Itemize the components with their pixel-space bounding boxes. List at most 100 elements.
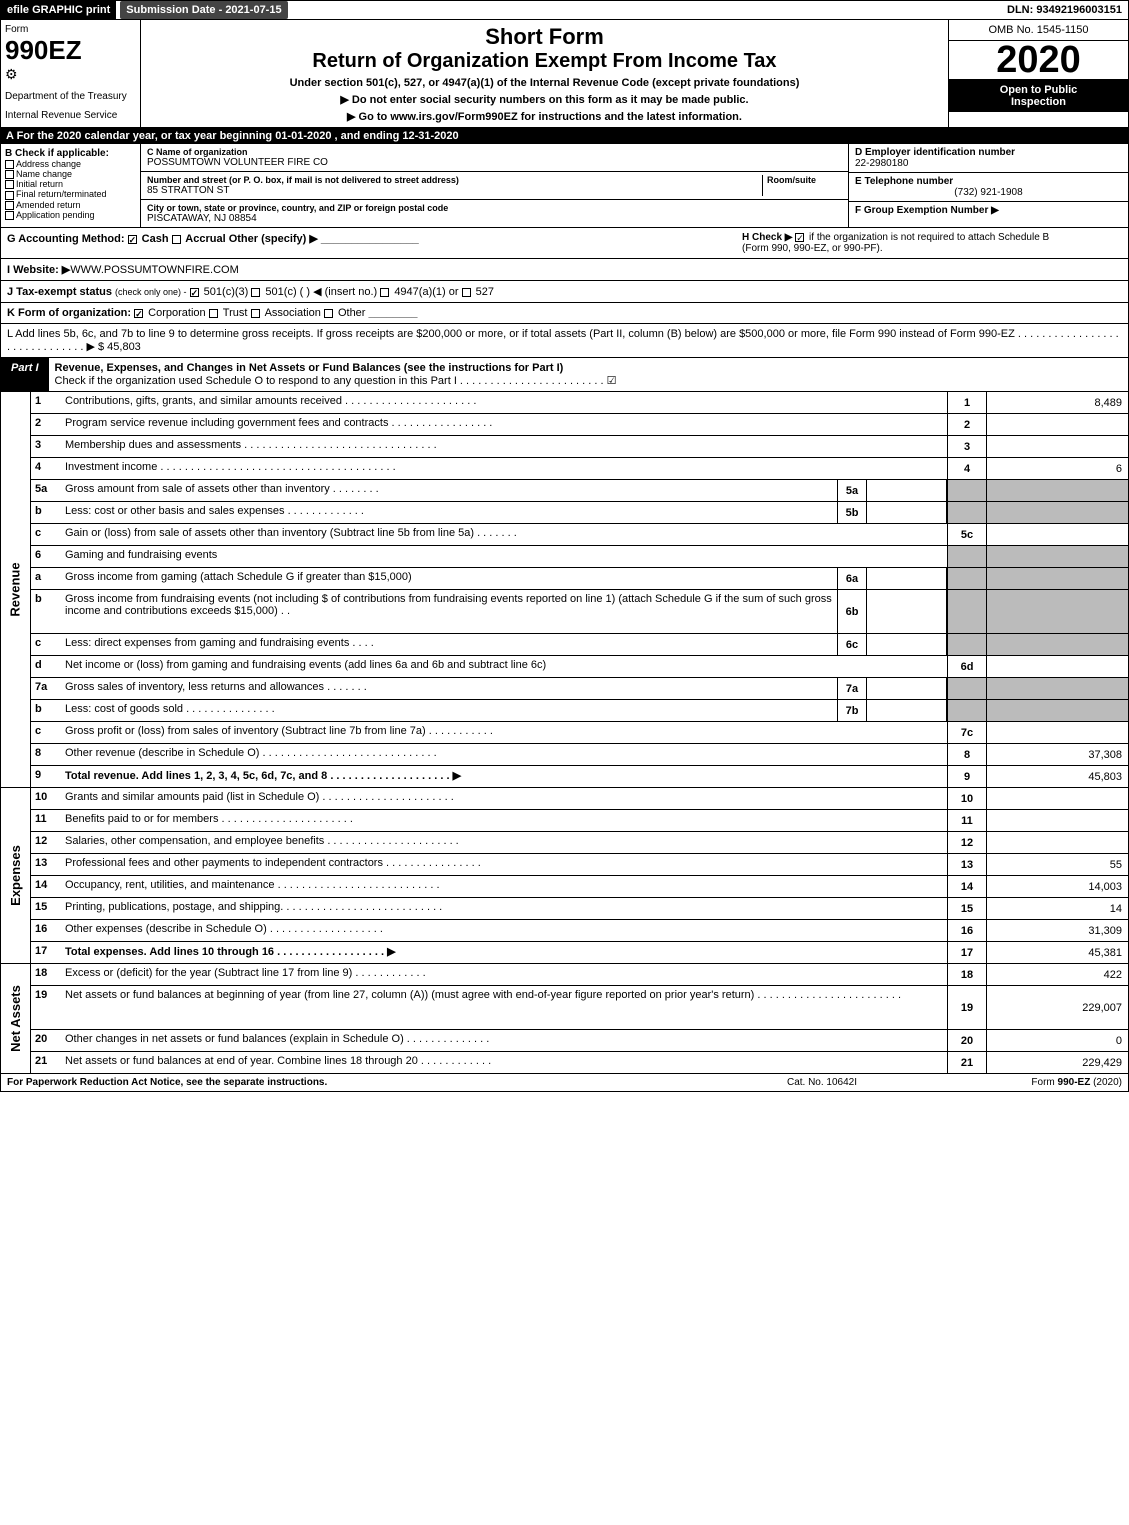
- notice1: ▶ Do not enter social security numbers o…: [149, 93, 940, 106]
- line-description: Gross income from gaming (attach Schedul…: [61, 568, 837, 589]
- right-column-value: 37,308: [987, 744, 1129, 765]
- line-number: 20: [31, 1030, 61, 1051]
- right-column-label: 8: [947, 744, 987, 765]
- check-if-applicable: B Check if applicable: Address change Na…: [1, 144, 141, 227]
- right-column-label: 12: [947, 832, 987, 853]
- phone-value: (732) 921-1908: [855, 187, 1122, 198]
- right-column-label: 2: [947, 414, 987, 435]
- table-row: 1Contributions, gifts, grants, and simil…: [31, 392, 1129, 414]
- footer-right: Form 990-EZ (2020): [922, 1077, 1122, 1088]
- line-number: 17: [31, 942, 61, 963]
- line-description: Total expenses. Add lines 10 through 16 …: [61, 942, 947, 963]
- part1-header: Part I Revenue, Expenses, and Changes in…: [0, 358, 1129, 392]
- right-column-label: 11: [947, 810, 987, 831]
- table-row: 6Gaming and fundraising events: [31, 546, 1129, 568]
- org-name-value: POSSUMTOWN VOLUNTEER FIRE CO: [147, 157, 842, 168]
- notice2: ▶ Go to www.irs.gov/Form990EZ for instru…: [149, 106, 940, 123]
- right-column-value: 6: [987, 458, 1129, 479]
- expenses-label: Expenses: [8, 845, 23, 906]
- line-number: 7a: [31, 678, 61, 699]
- table-row: 11Benefits paid to or for members . . . …: [31, 810, 1129, 832]
- h-part: H Check ▶ if the organization is not req…: [742, 232, 1122, 254]
- right-column-label: [947, 502, 987, 523]
- inner-column-value: [867, 700, 947, 721]
- line-description: Program service revenue including govern…: [61, 414, 947, 435]
- net-label: Net Assets: [8, 985, 23, 1052]
- right-column-label: [947, 678, 987, 699]
- right-column-label: [947, 480, 987, 501]
- right-column-label: [947, 546, 987, 567]
- line-description: Excess or (deficit) for the year (Subtra…: [61, 964, 947, 985]
- right-column-value: 14,003: [987, 876, 1129, 897]
- header-right: OMB No. 1545-1150 2020 Open to Public In…: [948, 20, 1128, 127]
- form-number: 990EZ: [5, 35, 136, 66]
- check-item: Initial return: [5, 179, 136, 189]
- right-column-label: [947, 700, 987, 721]
- inner-column-label: 6c: [837, 634, 867, 655]
- inner-column-label: 6b: [837, 590, 867, 633]
- revenue-label: Revenue: [8, 562, 23, 616]
- inner-column-label: 5b: [837, 502, 867, 523]
- right-column-label: 3: [947, 436, 987, 457]
- right-column-value: 31,309: [987, 920, 1129, 941]
- line-l: L Add lines 5b, 6c, and 7b to line 9 to …: [0, 324, 1129, 358]
- tax-status-row: J Tax-exempt status (check only one) - 5…: [0, 281, 1129, 303]
- line-number: b: [31, 700, 61, 721]
- line-description: Net assets or fund balances at beginning…: [61, 986, 947, 1029]
- website-row: I Website: ▶WWW.POSSUMTOWNFIRE.COM: [0, 259, 1129, 281]
- line-number: 13: [31, 854, 61, 875]
- header-left: Form 990EZ ⚙ Department of the Treasury …: [1, 20, 141, 127]
- right-column-label: 7c: [947, 722, 987, 743]
- city-label: City or town, state or province, country…: [147, 203, 842, 213]
- accounting-row: G Accounting Method: Cash Accrual Other …: [0, 228, 1129, 259]
- line-description: Other expenses (describe in Schedule O) …: [61, 920, 947, 941]
- line-number: 15: [31, 898, 61, 919]
- right-column-value: 8,489: [987, 392, 1129, 413]
- line-number: 9: [31, 766, 61, 787]
- line-description: Total revenue. Add lines 1, 2, 3, 4, 5c,…: [61, 766, 947, 787]
- net-assets-section: Net Assets 18Excess or (deficit) for the…: [0, 964, 1129, 1074]
- right-column-label: 6d: [947, 656, 987, 677]
- omb-number: OMB No. 1545-1150: [949, 20, 1128, 41]
- right-column-label: 17: [947, 942, 987, 963]
- table-row: 20Other changes in net assets or fund ba…: [31, 1030, 1129, 1052]
- right-column-label: 10: [947, 788, 987, 809]
- line-description: Gain or (loss) from sale of assets other…: [61, 524, 947, 545]
- line-number: 5a: [31, 480, 61, 501]
- table-row: 19Net assets or fund balances at beginni…: [31, 986, 1129, 1030]
- right-column-value: [987, 436, 1129, 457]
- line-number: b: [31, 590, 61, 633]
- inner-column-value: [867, 678, 947, 699]
- right-column-value: [987, 524, 1129, 545]
- right-column-label: 9: [947, 766, 987, 787]
- right-column-value: [987, 634, 1129, 655]
- expenses-section: Expenses 10Grants and similar amounts pa…: [0, 788, 1129, 964]
- right-column-value: [987, 656, 1129, 677]
- table-row: 10Grants and similar amounts paid (list …: [31, 788, 1129, 810]
- table-row: 14Occupancy, rent, utilities, and mainte…: [31, 876, 1129, 898]
- right-column-value: [987, 590, 1129, 633]
- efile-label: efile GRAPHIC print: [1, 1, 116, 19]
- org-info-block: B Check if applicable: Address change Na…: [0, 144, 1129, 228]
- dept-label: Department of the Treasury: [5, 83, 136, 102]
- part1-tab: Part I: [1, 358, 49, 391]
- line-description: Net income or (loss) from gaming and fun…: [61, 656, 947, 677]
- right-column-label: 19: [947, 986, 987, 1029]
- line-description: Gross sales of inventory, less returns a…: [61, 678, 837, 699]
- right-column-label: 4: [947, 458, 987, 479]
- table-row: 5aGross amount from sale of assets other…: [31, 480, 1129, 502]
- submission-date: Submission Date - 2021-07-15: [120, 1, 287, 19]
- right-column-value: [987, 546, 1129, 567]
- table-row: 15Printing, publications, postage, and s…: [31, 898, 1129, 920]
- right-column-label: 20: [947, 1030, 987, 1051]
- check-item: Address change: [5, 159, 136, 169]
- table-row: 3Membership dues and assessments . . . .…: [31, 436, 1129, 458]
- table-row: aGross income from gaming (attach Schedu…: [31, 568, 1129, 590]
- inner-column-value: [867, 634, 947, 655]
- right-column-value: 229,007: [987, 986, 1129, 1029]
- topbar: efile GRAPHIC print Submission Date - 20…: [0, 0, 1129, 20]
- right-column-value: [987, 502, 1129, 523]
- line-description: Gross income from fundraising events (no…: [61, 590, 837, 633]
- line-number: 2: [31, 414, 61, 435]
- line-number: 10: [31, 788, 61, 809]
